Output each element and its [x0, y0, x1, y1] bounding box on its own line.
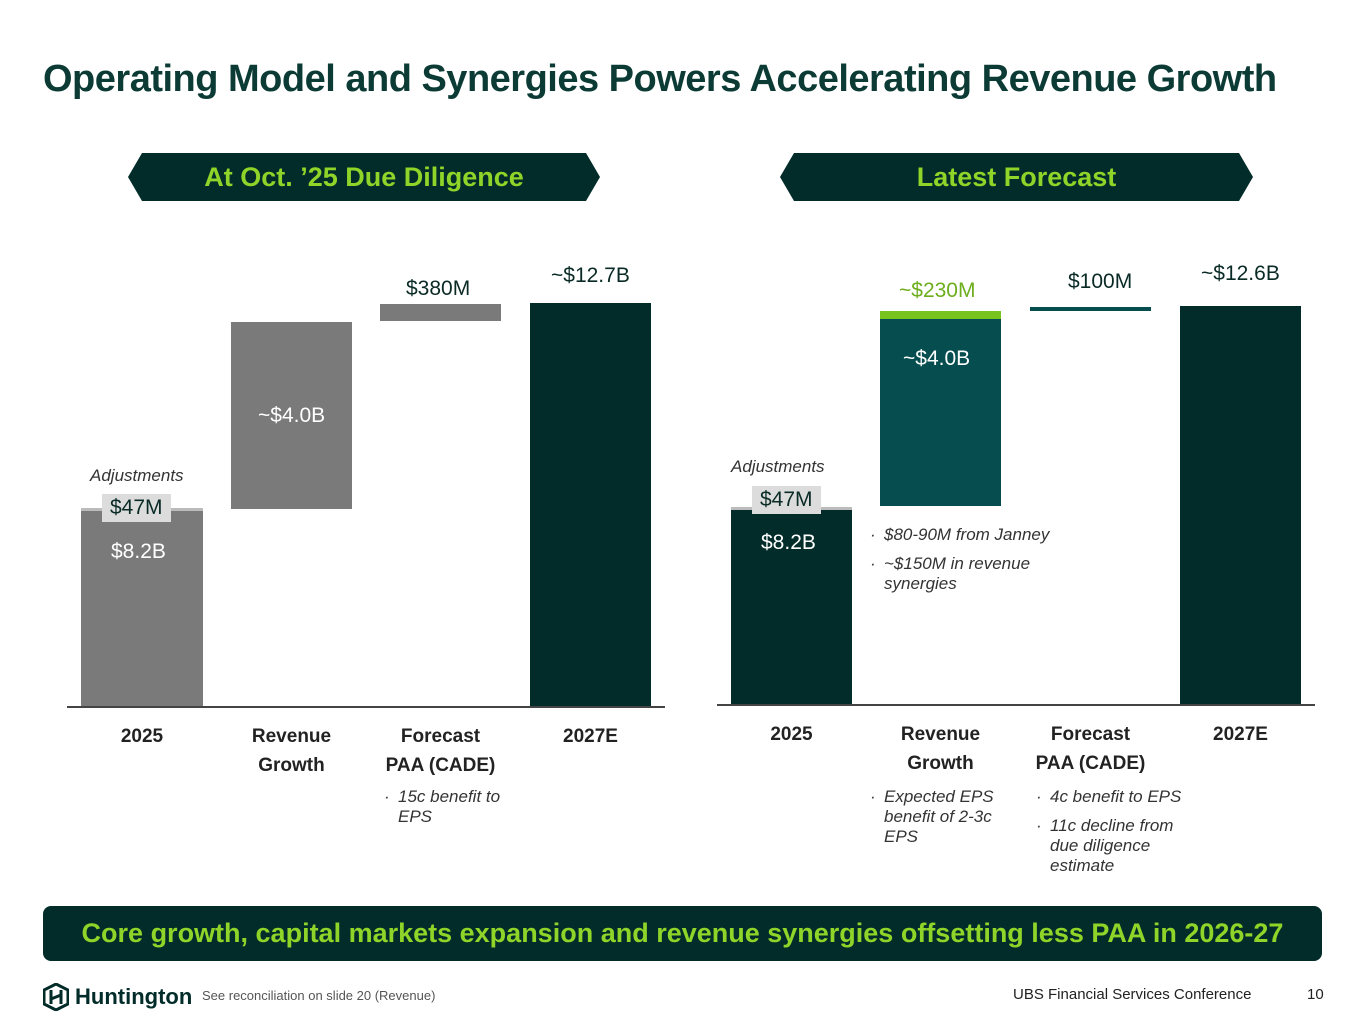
category-label: Revenue	[251, 726, 332, 747]
x-axis	[67, 706, 665, 708]
category-2025: 2025	[81, 722, 203, 751]
category-label: Growth	[258, 755, 325, 776]
category-label: Forecast	[1050, 724, 1131, 745]
label-2027e: ~$12.7B	[551, 264, 630, 287]
category-label: 2027E	[1213, 724, 1268, 745]
bar-forecast-paa	[1030, 307, 1151, 311]
bar-revenue-growth	[880, 319, 1001, 506]
event-name: UBS Financial Services Conference	[1013, 986, 1252, 1003]
note-item: 11c decline from due diligence estimate	[1036, 816, 1206, 876]
bar-2025	[81, 511, 203, 707]
label-2027e: ~$12.6B	[1201, 262, 1280, 285]
bar-revenue-growth	[231, 322, 352, 509]
adjustments-label: Adjustments	[731, 457, 825, 476]
category-label: PAA (CADE)	[1035, 753, 1146, 774]
left-panel-header: At Oct. ’25 Due Diligence	[128, 153, 600, 201]
adjustment-value: $47M	[102, 494, 171, 522]
paa-notes: 4c benefit to EPS 11c decline from due di…	[1036, 787, 1206, 885]
page-title: Operating Model and Synergies Powers Acc…	[43, 58, 1277, 100]
category-label: Forecast	[400, 726, 481, 747]
note-item: Expected EPS benefit of 2-3c EPS	[870, 787, 1010, 847]
bar-forecast-paa	[380, 304, 501, 321]
bar-2027e	[530, 303, 651, 707]
synergy-notes: $80-90M from Janney ~$150M in revenue syn…	[870, 525, 1050, 603]
note-item: $80-90M from Janney	[870, 525, 1050, 545]
bar-2025	[731, 510, 852, 705]
huntington-logo: Huntington	[43, 983, 192, 1011]
category-2025: 2025	[731, 720, 852, 749]
logo-icon	[43, 983, 69, 1011]
growth-notes: Expected EPS benefit of 2-3c EPS	[870, 787, 1010, 856]
label-revenue-growth: ~$4.0B	[903, 347, 971, 370]
label-synergies: ~$230M	[899, 279, 976, 302]
adjustments-label: Adjustments	[90, 466, 184, 485]
bar-2027e	[1180, 306, 1301, 705]
source-note: See reconciliation on slide 20 (Revenue)	[202, 988, 436, 1003]
bar-synergies	[880, 311, 1001, 319]
note-item: 15c benefit to EPS	[384, 787, 524, 827]
category-label: 2027E	[563, 726, 618, 747]
x-axis	[717, 704, 1315, 706]
label-revenue-growth: ~$4.0B	[258, 404, 326, 427]
category-label: Growth	[907, 753, 974, 774]
category-label: Revenue	[900, 724, 981, 745]
label-forecast-paa: $100M	[1068, 270, 1133, 293]
category-label: 2025	[120, 726, 164, 747]
note-item: 4c benefit to EPS	[1036, 787, 1206, 807]
label-2025: $8.2B	[761, 531, 816, 554]
logo-text: Huntington	[75, 984, 193, 1009]
takeaway-banner: Core growth, capital markets expansion a…	[43, 906, 1322, 961]
category-label: PAA (CADE)	[385, 755, 496, 776]
label-2025: $8.2B	[111, 540, 166, 563]
category-label: 2025	[770, 724, 813, 745]
right-panel-header: Latest Forecast	[780, 153, 1253, 201]
category-forecast-paa: Forecast PAA (CADE)	[1020, 720, 1161, 778]
category-2027e: 2027E	[530, 722, 651, 751]
adjustment-value: $47M	[752, 486, 821, 514]
category-2027e: 2027E	[1180, 720, 1301, 749]
category-revenue-growth: Revenue Growth	[221, 722, 362, 780]
category-revenue-growth: Revenue Growth	[870, 720, 1011, 778]
note-item: ~$150M in revenue synergies	[870, 554, 1050, 594]
page-number: 10	[1307, 986, 1324, 1003]
category-forecast-paa: Forecast PAA (CADE)	[370, 722, 511, 780]
label-forecast-paa: $380M	[406, 277, 471, 300]
paa-notes: 15c benefit to EPS	[384, 787, 524, 836]
